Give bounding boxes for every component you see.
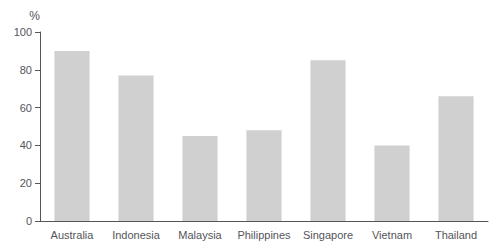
svg-text:Singapore: Singapore [303,229,353,241]
svg-text:Philippines: Philippines [237,229,291,241]
svg-text:60: 60 [20,102,32,114]
svg-text:%: % [29,9,40,23]
svg-text:80: 80 [20,64,32,76]
svg-text:0: 0 [26,215,32,227]
svg-text:Vietnam: Vietnam [372,229,412,241]
svg-text:Australia: Australia [51,229,95,241]
svg-text:100: 100 [14,26,32,38]
svg-text:Indonesia: Indonesia [112,229,161,241]
svg-text:Malaysia: Malaysia [178,229,222,241]
svg-text:40: 40 [20,139,32,151]
svg-text:20: 20 [20,177,32,189]
svg-text:Thailand: Thailand [435,229,477,241]
